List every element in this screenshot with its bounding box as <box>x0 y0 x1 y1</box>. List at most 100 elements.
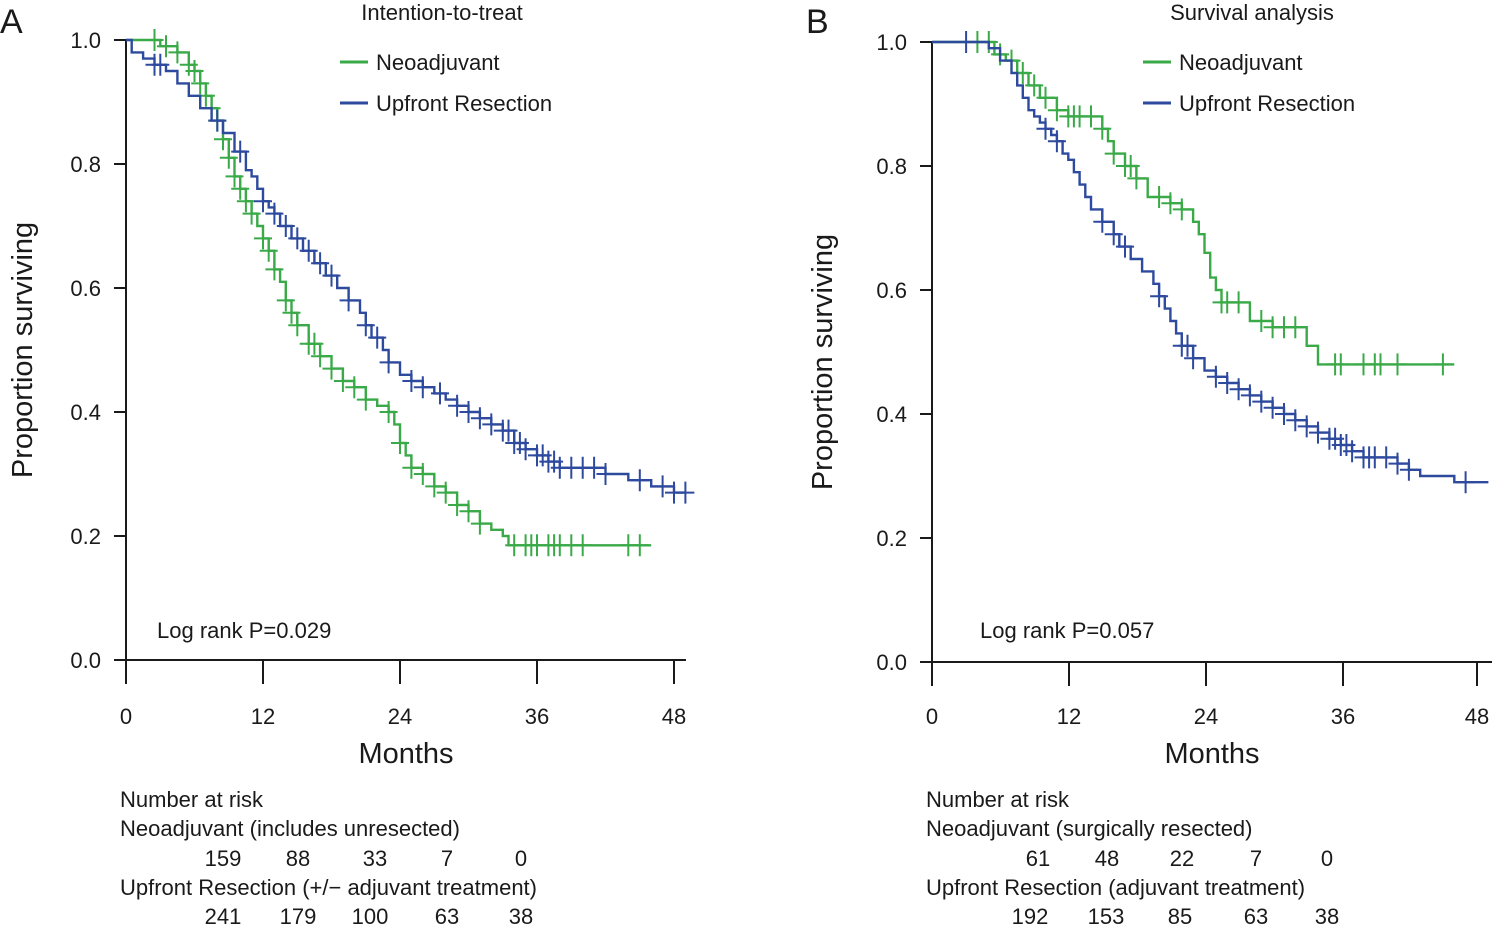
censor-mark-neoadjuvant <box>157 35 175 58</box>
censor-mark-upfront-resection <box>1104 223 1123 246</box>
y-tick-label: 0.8 <box>876 154 907 179</box>
censor-mark-upfront-resection <box>1036 117 1055 140</box>
risk-count: 38 <box>1315 904 1339 928</box>
censor-mark-neoadjuvant <box>1121 155 1140 177</box>
censor-mark-upfront-resection <box>448 394 467 417</box>
risk-count: 85 <box>1168 904 1192 928</box>
risk-group-label: Neoadjuvant (surgically resected) <box>926 816 1253 841</box>
y-tick-label: 1.0 <box>70 28 101 53</box>
risk-count: 153 <box>1088 904 1125 928</box>
x-tick-label: 24 <box>1194 704 1218 729</box>
plot-area <box>932 31 1489 494</box>
censor-mark-upfront-resection <box>516 438 535 461</box>
censor-mark-neoadjuvant <box>1150 186 1169 208</box>
censor-mark-neoadjuvant <box>1388 353 1407 376</box>
censor-mark-upfront-resection <box>299 239 318 262</box>
censor-mark-neoadjuvant <box>1229 291 1248 314</box>
censor-mark-upfront-resection <box>1343 440 1362 463</box>
risk-count: 88 <box>286 846 310 871</box>
x-tick-label: 12 <box>1057 704 1081 729</box>
x-tick-label: 48 <box>1465 704 1489 729</box>
censor-mark-upfront-resection <box>276 215 295 237</box>
censor-mark-neoadjuvant <box>1025 74 1044 97</box>
y-tick-label: 0.2 <box>876 526 907 551</box>
censor-mark-upfront-resection <box>322 264 341 287</box>
risk-count: 159 <box>205 846 242 871</box>
y-ticks: 0.0 0.2 0.4 0.6 0.8 1.0 <box>70 28 126 673</box>
risk-count: 241 <box>205 904 242 928</box>
legend-label-upfront-resection: Upfront Resection <box>376 91 552 116</box>
censor-mark-upfront-resection <box>1093 210 1112 233</box>
risk-table-title: Number at risk <box>926 787 1070 812</box>
panel-b: B Survival analysis Neoadjuvant Upfront … <box>806 0 1492 928</box>
censor-mark-upfront-resection <box>339 289 358 312</box>
censor-mark-upfront-resection <box>1297 415 1316 438</box>
censor-mark-neoadjuvant <box>356 388 375 411</box>
censor-mark-neoadjuvant <box>276 289 295 312</box>
censor-mark-neoadjuvant <box>1093 117 1112 140</box>
censor-mark-upfront-resection <box>1399 458 1418 481</box>
censor-mark-neoadjuvant <box>1082 105 1100 128</box>
censor-mark-upfront-resection <box>311 252 330 275</box>
chart-title: Survival analysis <box>1170 0 1334 25</box>
risk-count: 7 <box>441 846 453 871</box>
y-tick-label: 0.6 <box>876 278 907 303</box>
censor-mark-upfront-resection <box>379 351 398 374</box>
censor-mark-neoadjuvant <box>168 41 187 64</box>
risk-count: 38 <box>509 904 533 928</box>
censor-mark-neoadjuvant <box>145 29 164 51</box>
panel-label: A <box>0 3 23 41</box>
censor-mark-neoadjuvant <box>1252 310 1271 332</box>
censor-mark-neoadjuvant <box>573 534 592 557</box>
censor-mark-neoadjuvant <box>333 370 352 392</box>
censor-mark-neoadjuvant <box>448 494 467 516</box>
censor-mark-upfront-resection <box>413 376 432 399</box>
y-tick-label: 1.0 <box>876 30 907 55</box>
y-tick-label: 0.4 <box>876 402 907 427</box>
censor-mark-neoadjuvant <box>1047 99 1066 122</box>
y-tick-label: 0.2 <box>70 524 101 549</box>
censor-mark-neoadjuvant <box>379 401 398 423</box>
y-axis-label: Proportion surviving <box>7 222 39 478</box>
x-tick-label: 36 <box>1331 704 1355 729</box>
censor-mark-upfront-resection <box>1377 446 1396 469</box>
censor-mark-neoadjuvant <box>322 357 341 380</box>
censor-mark-neoadjuvant <box>259 239 278 262</box>
censor-mark-neoadjuvant <box>436 481 455 504</box>
risk-table: Number at risk Neoadjuvant (surgically r… <box>926 787 1339 928</box>
censor-mark-upfront-resection <box>431 382 449 405</box>
legend: Neoadjuvant Upfront Resection <box>340 50 552 116</box>
risk-count: 7 <box>1250 846 1262 871</box>
censor-mark-upfront-resection <box>470 407 489 430</box>
censor-mark-neoadjuvant <box>265 258 284 281</box>
censor-mark-neoadjuvant <box>402 456 421 479</box>
censor-mark-neoadjuvant <box>1036 86 1055 109</box>
censor-mark-upfront-resection <box>356 314 375 337</box>
censor-mark-neoadjuvant <box>1172 198 1191 221</box>
censor-mark-neoadjuvant <box>391 432 409 454</box>
censor-mark-upfront-resection <box>1206 365 1225 388</box>
chart-title: Intention-to-treat <box>361 0 522 25</box>
y-tick-label: 0.0 <box>70 648 101 673</box>
risk-count: 61 <box>1026 846 1050 871</box>
censor-mark-upfront-resection <box>265 202 284 225</box>
x-tick-label: 48 <box>662 704 686 729</box>
risk-count: 0 <box>515 846 527 871</box>
censor-mark-neoadjuvant <box>345 376 364 399</box>
censor-mark-upfront-resection <box>1047 130 1066 153</box>
censor-mark-neoadjuvant <box>630 534 649 557</box>
censor-mark-upfront-resection <box>1229 378 1248 401</box>
censor-mark-upfront-resection <box>1263 396 1282 419</box>
risk-count: 192 <box>1012 904 1049 928</box>
y-ticks: 0.0 0.2 0.4 0.6 0.8 1.0 <box>876 30 932 675</box>
log-rank-annotation: Log rank P=0.029 <box>157 618 331 643</box>
censor-mark-neoadjuvant <box>225 165 244 188</box>
censor-mark-upfront-resection <box>630 469 649 492</box>
risk-count: 33 <box>363 846 387 871</box>
censor-mark-upfront-resection <box>596 463 615 485</box>
censor-mark-upfront-resection <box>957 31 976 53</box>
y-tick-label: 0.4 <box>70 400 101 425</box>
x-tick-label: 0 <box>120 704 132 729</box>
censor-mark-upfront-resection <box>653 475 672 498</box>
